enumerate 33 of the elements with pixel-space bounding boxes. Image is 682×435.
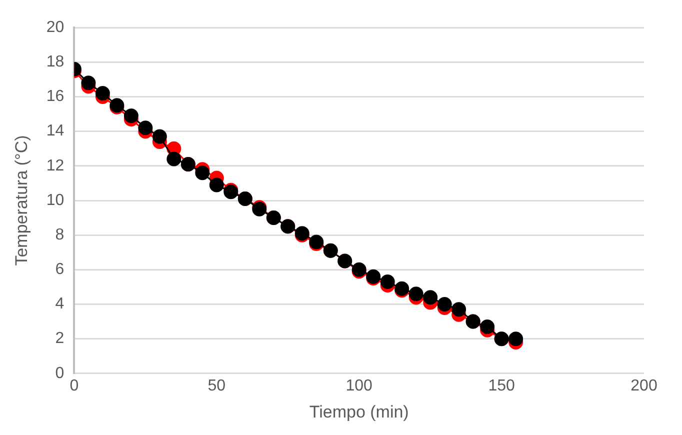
y-tick-label: 8 [55,226,64,244]
point [138,120,153,136]
point [380,274,395,290]
point [437,296,452,312]
point [408,286,424,302]
point [195,166,210,180]
x-tick-label: 50 [208,377,226,394]
y-tick-label: 6 [55,261,64,278]
y-tick-label: 20 [46,19,64,36]
y-tick-label: 10 [46,192,64,209]
point [95,86,110,101]
y-axis-title: Temperatura (°C) [12,135,31,266]
x-tick-label: 100 [346,377,373,394]
y-tick-label: 12 [46,157,64,174]
point [81,76,96,90]
y-tick-label: 0 [55,364,64,382]
point [152,129,167,144]
x-tick-label: 0 [70,377,79,394]
point [166,152,182,166]
point [480,319,495,334]
point [423,290,438,305]
x-tick-label: 150 [488,377,515,394]
x-tick-label: 200 [630,377,658,394]
y-tick-label: 16 [46,88,64,106]
y-tick-label: 2 [55,330,64,348]
y-tick-label: 18 [46,54,64,71]
y-tick-label: 14 [46,122,64,140]
x-axis-title: Tiempo (min) [309,402,409,422]
y-tick-label: 4 [55,296,64,313]
point [452,302,466,317]
point [508,332,524,346]
point [124,108,138,124]
point [209,178,224,192]
